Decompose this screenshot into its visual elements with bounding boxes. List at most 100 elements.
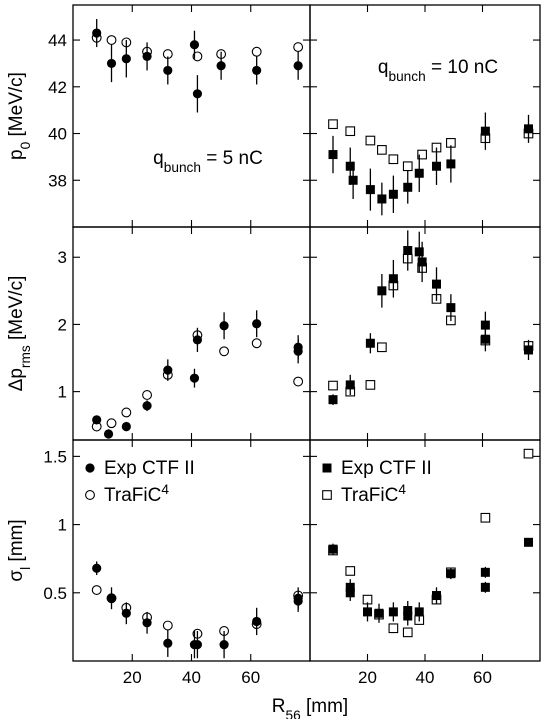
data-point-filled-square [432, 591, 441, 601]
data-point-open-circle [142, 390, 153, 400]
legend-label: TraFiC4 [104, 482, 169, 507]
data-point-filled-square [388, 189, 398, 199]
data-point-open-square [523, 448, 534, 459]
y-tick-label: 42 [48, 78, 67, 97]
data-point-open-square [345, 566, 356, 576]
x-tick-label: 60 [473, 668, 492, 687]
data-point-filled-circle [189, 373, 200, 383]
data-point-open-square [377, 145, 387, 155]
data-point-filled-square [345, 161, 355, 171]
data-point-filled-circle [293, 342, 303, 352]
x-tick-label: 40 [182, 668, 201, 687]
y-tick-label: 1 [58, 383, 67, 402]
x-tick-label: 40 [416, 668, 435, 687]
data-point-filled-circle [106, 593, 117, 603]
data-point-filled-circle [92, 28, 102, 38]
data-point-filled-square [403, 246, 413, 256]
panel-frames [72, 4, 541, 662]
panel-frame-r0-c1 [309, 4, 541, 228]
axis-labels: 38 40 42 44 p0 [MeV/c] 1 2 3 Δprms [MeV/c] 0.5 1 1.… [6, 31, 498, 719]
data-point-filled-square [388, 607, 398, 617]
data-point-filled-circle [192, 640, 203, 650]
data-point-filled-circle [92, 415, 102, 425]
data-point-filled-square [446, 569, 456, 579]
data-point-filled-circle [252, 616, 262, 627]
data-point-filled-circle [252, 65, 262, 76]
data-point-filled-square [403, 611, 413, 621]
y-axis-label: σl [mm] [6, 519, 33, 581]
data-point-open-circle [219, 346, 230, 357]
y-axis-label: Δprms [MeV/c] [6, 276, 33, 392]
annotation-q-bunch: qbunch = 5 nC [153, 148, 263, 175]
data-point-filled-square [480, 320, 490, 330]
x-axis-label: R56 [mm] [272, 696, 348, 719]
data-point-filled-circle [163, 638, 173, 648]
data-point-open-square [345, 126, 356, 137]
data-point-open-square [322, 490, 332, 500]
data-point-filled-circle [163, 365, 173, 375]
data-point-open-square [365, 380, 376, 390]
data-point-filled-square [345, 582, 355, 592]
data-point-filled-square [377, 286, 387, 296]
data-point-filled-circle [252, 319, 262, 329]
data-point-filled-square [388, 274, 398, 284]
data-point-filled-square [348, 175, 358, 185]
y-axis-label: p0 [MeV/c] [6, 72, 33, 160]
data-point-filled-square [365, 338, 375, 348]
data-point-open-square [417, 149, 427, 160]
x-tick-label: 20 [358, 668, 377, 687]
y-tick-label: 44 [48, 31, 67, 50]
y-tick-label: 1.5 [43, 447, 67, 466]
data-point-filled-square [377, 194, 387, 204]
panel-frame-r1-c0 [72, 226, 311, 441]
data-point-filled-circle [216, 61, 226, 71]
data-point-filled-square [374, 608, 384, 618]
legend-label: Exp CTF II [341, 458, 432, 479]
data-point-filled-circle [92, 563, 102, 573]
data-point-filled-circle [121, 54, 131, 64]
data-point-filled-square [480, 567, 490, 577]
data-point-filled-square [417, 257, 427, 267]
data-point-open-circle [162, 620, 173, 631]
data-point-filled-square [322, 463, 332, 473]
data-point-filled-circle [106, 58, 117, 69]
data-point-open-circle [106, 418, 117, 429]
y-tick-label: 2 [58, 315, 67, 334]
data-point-open-circle [293, 376, 304, 387]
data-point-filled-circle [192, 89, 203, 99]
data-point-filled-circle [103, 429, 114, 439]
data-point-filled-circle [85, 463, 95, 473]
data-point-open-square [377, 342, 387, 353]
data-point-open-square [328, 380, 338, 391]
data-point-open-circle [106, 35, 117, 46]
data-point-open-square [480, 512, 491, 523]
data-point-open-circle [192, 51, 203, 62]
data-point-filled-circle [163, 65, 173, 76]
data-point-filled-square [328, 544, 338, 554]
data-point-open-circle [91, 585, 102, 596]
data-point-filled-square [414, 168, 424, 178]
x-tick-label: 60 [241, 668, 260, 687]
data-point-open-circle [85, 490, 95, 500]
data-point-filled-square [328, 150, 338, 160]
data-point-filled-square [365, 185, 375, 195]
data-point-filled-circle [121, 608, 131, 618]
data-point-filled-circle [189, 40, 200, 50]
data-point-filled-square [432, 279, 441, 289]
data-point-filled-square [524, 345, 533, 355]
data-point-open-square [402, 161, 413, 172]
data-point-filled-square [414, 247, 424, 257]
annotation-q-bunch: qbunch = 10 nC [378, 57, 498, 84]
data-point-filled-square [446, 159, 456, 169]
data-point-filled-circle [293, 593, 303, 603]
y-tick-label: 1 [58, 516, 67, 535]
data-point-open-square [402, 627, 413, 638]
data-point-filled-square [480, 334, 490, 344]
data-point-open-circle [251, 46, 262, 57]
y-tick-label: 3 [58, 248, 67, 267]
data-point-filled-circle [121, 421, 131, 432]
data-point-filled-circle [192, 335, 203, 345]
data-point-filled-square [345, 380, 355, 390]
data-point-open-circle [293, 42, 304, 53]
